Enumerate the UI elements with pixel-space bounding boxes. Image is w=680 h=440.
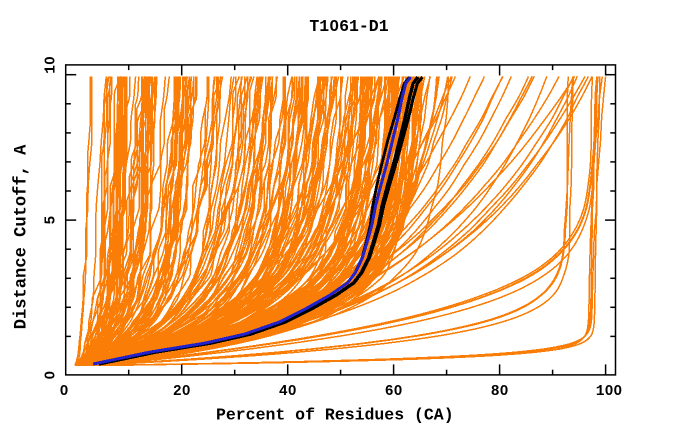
svg-text:60: 60: [385, 384, 403, 400]
svg-text:5: 5: [44, 216, 60, 225]
svg-text:20: 20: [173, 384, 191, 400]
svg-text:0: 0: [44, 371, 60, 380]
svg-text:T1061-D1: T1061-D1: [309, 17, 388, 36]
svg-text:Distance Cutoff, A: Distance Cutoff, A: [13, 144, 32, 329]
svg-text:Percent of Residues (CA): Percent of Residues (CA): [216, 406, 454, 425]
svg-text:80: 80: [491, 384, 509, 400]
svg-text:0: 0: [60, 384, 69, 400]
svg-text:10: 10: [44, 56, 60, 74]
svg-text:40: 40: [279, 384, 297, 400]
svg-text:100: 100: [596, 384, 622, 400]
